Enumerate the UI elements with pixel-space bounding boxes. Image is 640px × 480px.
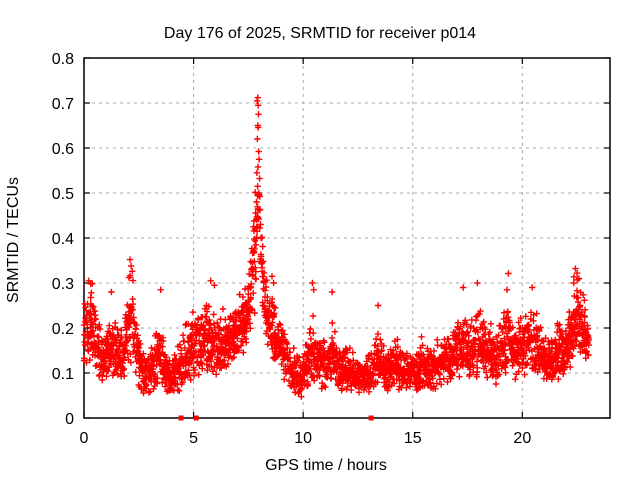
y-tick-label: 0.2 (52, 321, 74, 338)
x-tick-label: 0 (80, 430, 89, 447)
scatter-points (80, 94, 592, 400)
chart-title: Day 176 of 2025, SRMTID for receiver p01… (164, 25, 476, 42)
square-marker (581, 348, 587, 354)
y-tick-label: 0.5 (52, 186, 74, 203)
x-tick-label: 15 (404, 430, 422, 447)
x-tick-label: 5 (189, 430, 198, 447)
x-axis-label: GPS time / hours (265, 457, 387, 474)
y-tick-label: 0.4 (52, 231, 74, 248)
x-tick-label: 10 (294, 430, 312, 447)
square-marker (368, 415, 374, 421)
y-tick-label: 0.1 (52, 366, 74, 383)
x-tick-label: 20 (513, 430, 531, 447)
y-tick-label: 0.7 (52, 96, 74, 113)
square-marker (193, 415, 199, 421)
y-tick-label: 0.6 (52, 141, 74, 158)
y-tick-label: 0.8 (52, 51, 74, 68)
y-tick-label: 0 (65, 411, 74, 428)
y-tick-label: 0.3 (52, 276, 74, 293)
y-axis-label: SRMTID / TECUs (5, 177, 22, 303)
square-marker (178, 415, 184, 421)
